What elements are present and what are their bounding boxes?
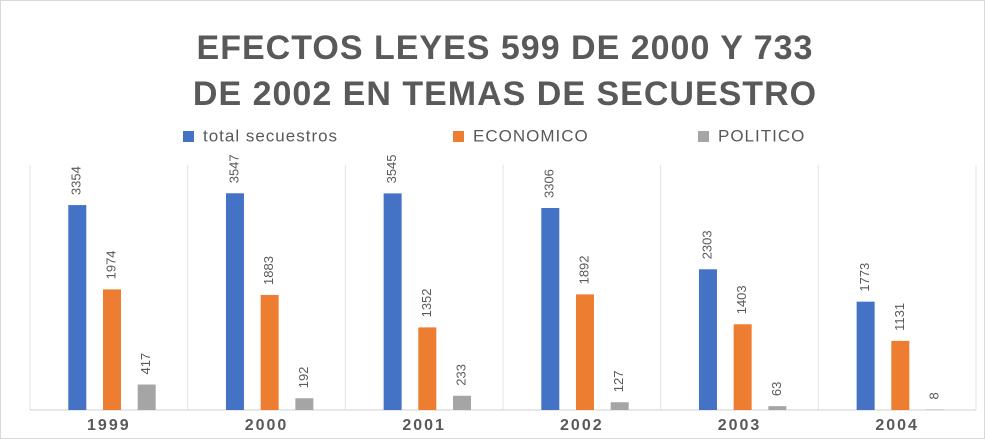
value-label: 1974 — [103, 250, 118, 279]
legend-swatch — [453, 131, 464, 142]
legend-label: POLITICO — [718, 126, 805, 145]
chart-title: EFECTOS LEYES 599 DE 2000 Y 733 — [197, 29, 814, 67]
value-label: 2303 — [699, 230, 714, 259]
value-label: 8 — [926, 392, 941, 399]
value-label: 3545 — [384, 154, 399, 183]
bar — [891, 340, 910, 410]
legend-label: ECONOMICO — [473, 126, 589, 145]
bar — [768, 406, 787, 410]
value-label: 3306 — [542, 169, 557, 198]
value-label: 1403 — [734, 285, 749, 314]
x-tick-label: 2004 — [875, 417, 919, 434]
bar — [418, 327, 437, 410]
bar — [453, 395, 472, 410]
bar — [698, 269, 717, 410]
value-label: 1883 — [261, 256, 276, 285]
legend-label: total secuestros — [203, 126, 338, 145]
x-tick-label: 2003 — [718, 417, 762, 434]
chart-title: DE 2002 EN TEMAS DE SECUESTRO — [193, 75, 817, 113]
legend-swatch — [183, 131, 194, 142]
value-label: 63 — [769, 382, 784, 396]
value-label: 233 — [453, 364, 468, 386]
bar — [225, 193, 244, 410]
bar — [575, 294, 594, 410]
bar — [68, 205, 87, 410]
x-tick-label: 2001 — [402, 417, 446, 434]
x-tick-label: 2000 — [245, 417, 289, 434]
value-label: 127 — [611, 371, 626, 393]
bar — [295, 398, 314, 410]
x-tick-label: 1999 — [87, 417, 131, 434]
bar — [137, 384, 156, 410]
value-label: 3354 — [69, 166, 84, 195]
value-label: 3547 — [226, 154, 241, 183]
bar — [541, 208, 560, 410]
value-label: 417 — [138, 353, 153, 375]
bar — [733, 324, 752, 410]
bar — [610, 402, 629, 410]
value-label: 1352 — [419, 288, 434, 317]
value-label: 1773 — [857, 263, 872, 292]
value-label: 192 — [296, 367, 311, 389]
bar — [260, 294, 279, 410]
value-label: 1892 — [576, 255, 591, 284]
legend-swatch — [698, 131, 709, 142]
bar — [102, 289, 121, 410]
bar — [856, 301, 875, 410]
x-tick-label: 2002 — [560, 417, 604, 434]
value-label: 1131 — [892, 303, 907, 331]
bar — [383, 193, 402, 410]
